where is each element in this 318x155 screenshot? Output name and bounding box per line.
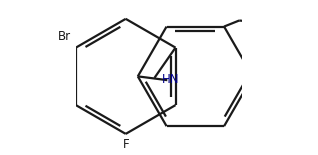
Text: Br: Br — [58, 30, 71, 43]
Text: HN: HN — [162, 73, 180, 86]
Text: F: F — [122, 138, 129, 151]
